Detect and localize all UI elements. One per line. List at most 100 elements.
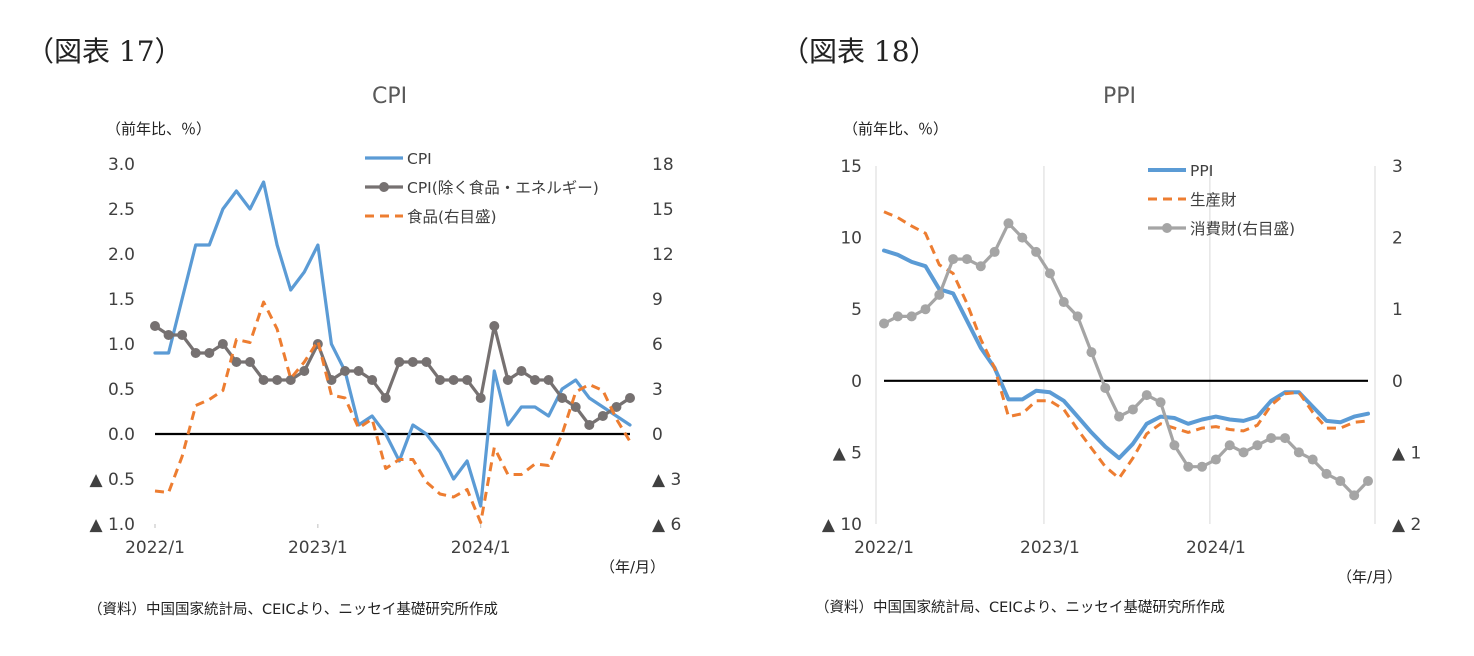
y-right-tick-label: 12 xyxy=(652,245,674,265)
y-left-tick-label: ▲ 10 xyxy=(822,515,862,535)
data-point xyxy=(421,357,432,367)
data-point xyxy=(502,375,513,385)
data-point xyxy=(1183,461,1194,472)
data-point xyxy=(217,339,228,349)
x-tick-label: 2023/1 xyxy=(1020,538,1080,558)
data-point xyxy=(597,411,608,421)
data-point xyxy=(1307,454,1318,465)
data-point xyxy=(1210,454,1221,465)
legend-label: CPI xyxy=(407,150,432,168)
data-point xyxy=(448,375,459,385)
data-point xyxy=(272,375,283,385)
x-tick-label: 2023/1 xyxy=(288,538,348,558)
data-point xyxy=(1031,246,1042,257)
legend-label: 消費財(右目盛) xyxy=(1190,220,1295,238)
y-left-tick-label: 0.0 xyxy=(108,425,135,445)
data-point xyxy=(353,366,364,376)
y-right-tick-label: 0 xyxy=(1392,372,1403,392)
data-point xyxy=(462,375,473,385)
x-axis-unit-label: （年/月） xyxy=(1337,568,1403,586)
data-point xyxy=(1224,440,1235,451)
data-point xyxy=(543,375,554,385)
data-point xyxy=(1127,404,1138,415)
data-point xyxy=(340,366,350,376)
x-axis-unit-label: （年/月） xyxy=(600,558,666,576)
y-left-tick-label: 0 xyxy=(851,372,862,392)
y-left-tick-label: 15 xyxy=(840,157,862,177)
series-line xyxy=(153,180,632,508)
ppi-panel: （図表 18） PPI （前年比、％） （年/月） （資料）中国国家統計局、CE… xyxy=(737,0,1474,656)
y-right-tick-label: ▲ 1 xyxy=(1392,443,1421,463)
data-point xyxy=(611,402,622,412)
y-right-tick-label: 1 xyxy=(1392,300,1403,320)
y-left-tick-label: 5 xyxy=(851,300,862,320)
figure-label: （図表 18） xyxy=(781,35,938,68)
data-point xyxy=(489,321,500,331)
y-right-tick-label: 2 xyxy=(1392,229,1403,249)
data-point xyxy=(1100,382,1111,393)
y-left-tick-label: 10 xyxy=(840,229,862,249)
source-note: （資料）中国国家統計局、CEICより、ニッセイ基礎研究所作成 xyxy=(815,600,1225,616)
data-point xyxy=(625,393,635,403)
data-point xyxy=(516,366,527,376)
y-right-tick-label: 9 xyxy=(652,290,663,310)
chart-title: CPI xyxy=(372,84,408,109)
y-left-tick-label: 1.0 xyxy=(108,335,135,355)
data-point xyxy=(435,375,445,385)
y-right-tick-label: 3 xyxy=(652,380,663,400)
data-point xyxy=(475,393,486,403)
plot-group: 3.0 2.5 2.0 1.5 1.0 0.5 0.0 ▲ 0.5 ▲ 1.0 18 15 12 9 6 3… xyxy=(89,150,681,558)
legend-marker xyxy=(379,182,389,192)
legend-marker xyxy=(1162,223,1172,233)
y-left-tick-label: 2.0 xyxy=(108,245,135,265)
figure-label: （図表 17） xyxy=(26,35,183,68)
legend-label: PPI xyxy=(1190,162,1213,180)
data-point xyxy=(1169,440,1180,451)
y-left-tick-label: ▲ 5 xyxy=(833,443,862,463)
data-point xyxy=(1252,440,1263,451)
data-point xyxy=(380,393,391,403)
y-left-tick-label: 2.5 xyxy=(108,200,135,220)
data-point xyxy=(394,357,405,367)
data-point xyxy=(150,321,160,331)
data-point xyxy=(1003,218,1014,229)
y-right-tick-label: ▲ 3 xyxy=(652,470,681,490)
data-point xyxy=(1141,390,1152,401)
data-point xyxy=(285,375,296,385)
data-point xyxy=(177,330,188,340)
data-point xyxy=(1293,447,1304,458)
legend-label: 食品(右目盛) xyxy=(407,208,497,226)
cpi-panel: （図表 17） CPI （前年比、％） （年/月） （資料）中国国家統計局、CE… xyxy=(26,35,681,618)
data-point xyxy=(530,375,540,385)
series-line xyxy=(883,210,1369,480)
data-point xyxy=(1238,447,1249,458)
data-point xyxy=(1114,411,1125,422)
data-point xyxy=(906,311,917,322)
x-tick-label: 2024/1 xyxy=(451,538,511,558)
y-right-tick-label: 15 xyxy=(652,200,674,220)
y-left-tick-label: 0.5 xyxy=(108,380,135,400)
data-point xyxy=(204,348,215,358)
data-point xyxy=(879,318,889,329)
data-point xyxy=(989,246,1000,257)
data-point xyxy=(892,311,903,322)
data-point xyxy=(1363,476,1373,487)
y-left-tick-label: 1.5 xyxy=(108,290,135,310)
data-point xyxy=(1197,461,1208,472)
data-point xyxy=(920,304,931,315)
data-point xyxy=(1044,268,1055,279)
data-point xyxy=(245,357,255,367)
data-point xyxy=(326,375,337,385)
x-tick-label: 2024/1 xyxy=(1186,538,1246,558)
data-point xyxy=(407,357,418,367)
data-point xyxy=(163,330,174,340)
data-point xyxy=(948,254,959,265)
y-left-tick-label: ▲ 1.0 xyxy=(89,515,135,535)
data-point xyxy=(1086,347,1097,358)
data-point xyxy=(299,366,310,376)
data-point xyxy=(570,402,581,412)
series-line xyxy=(154,300,632,524)
chart-title: PPI xyxy=(1103,84,1137,109)
